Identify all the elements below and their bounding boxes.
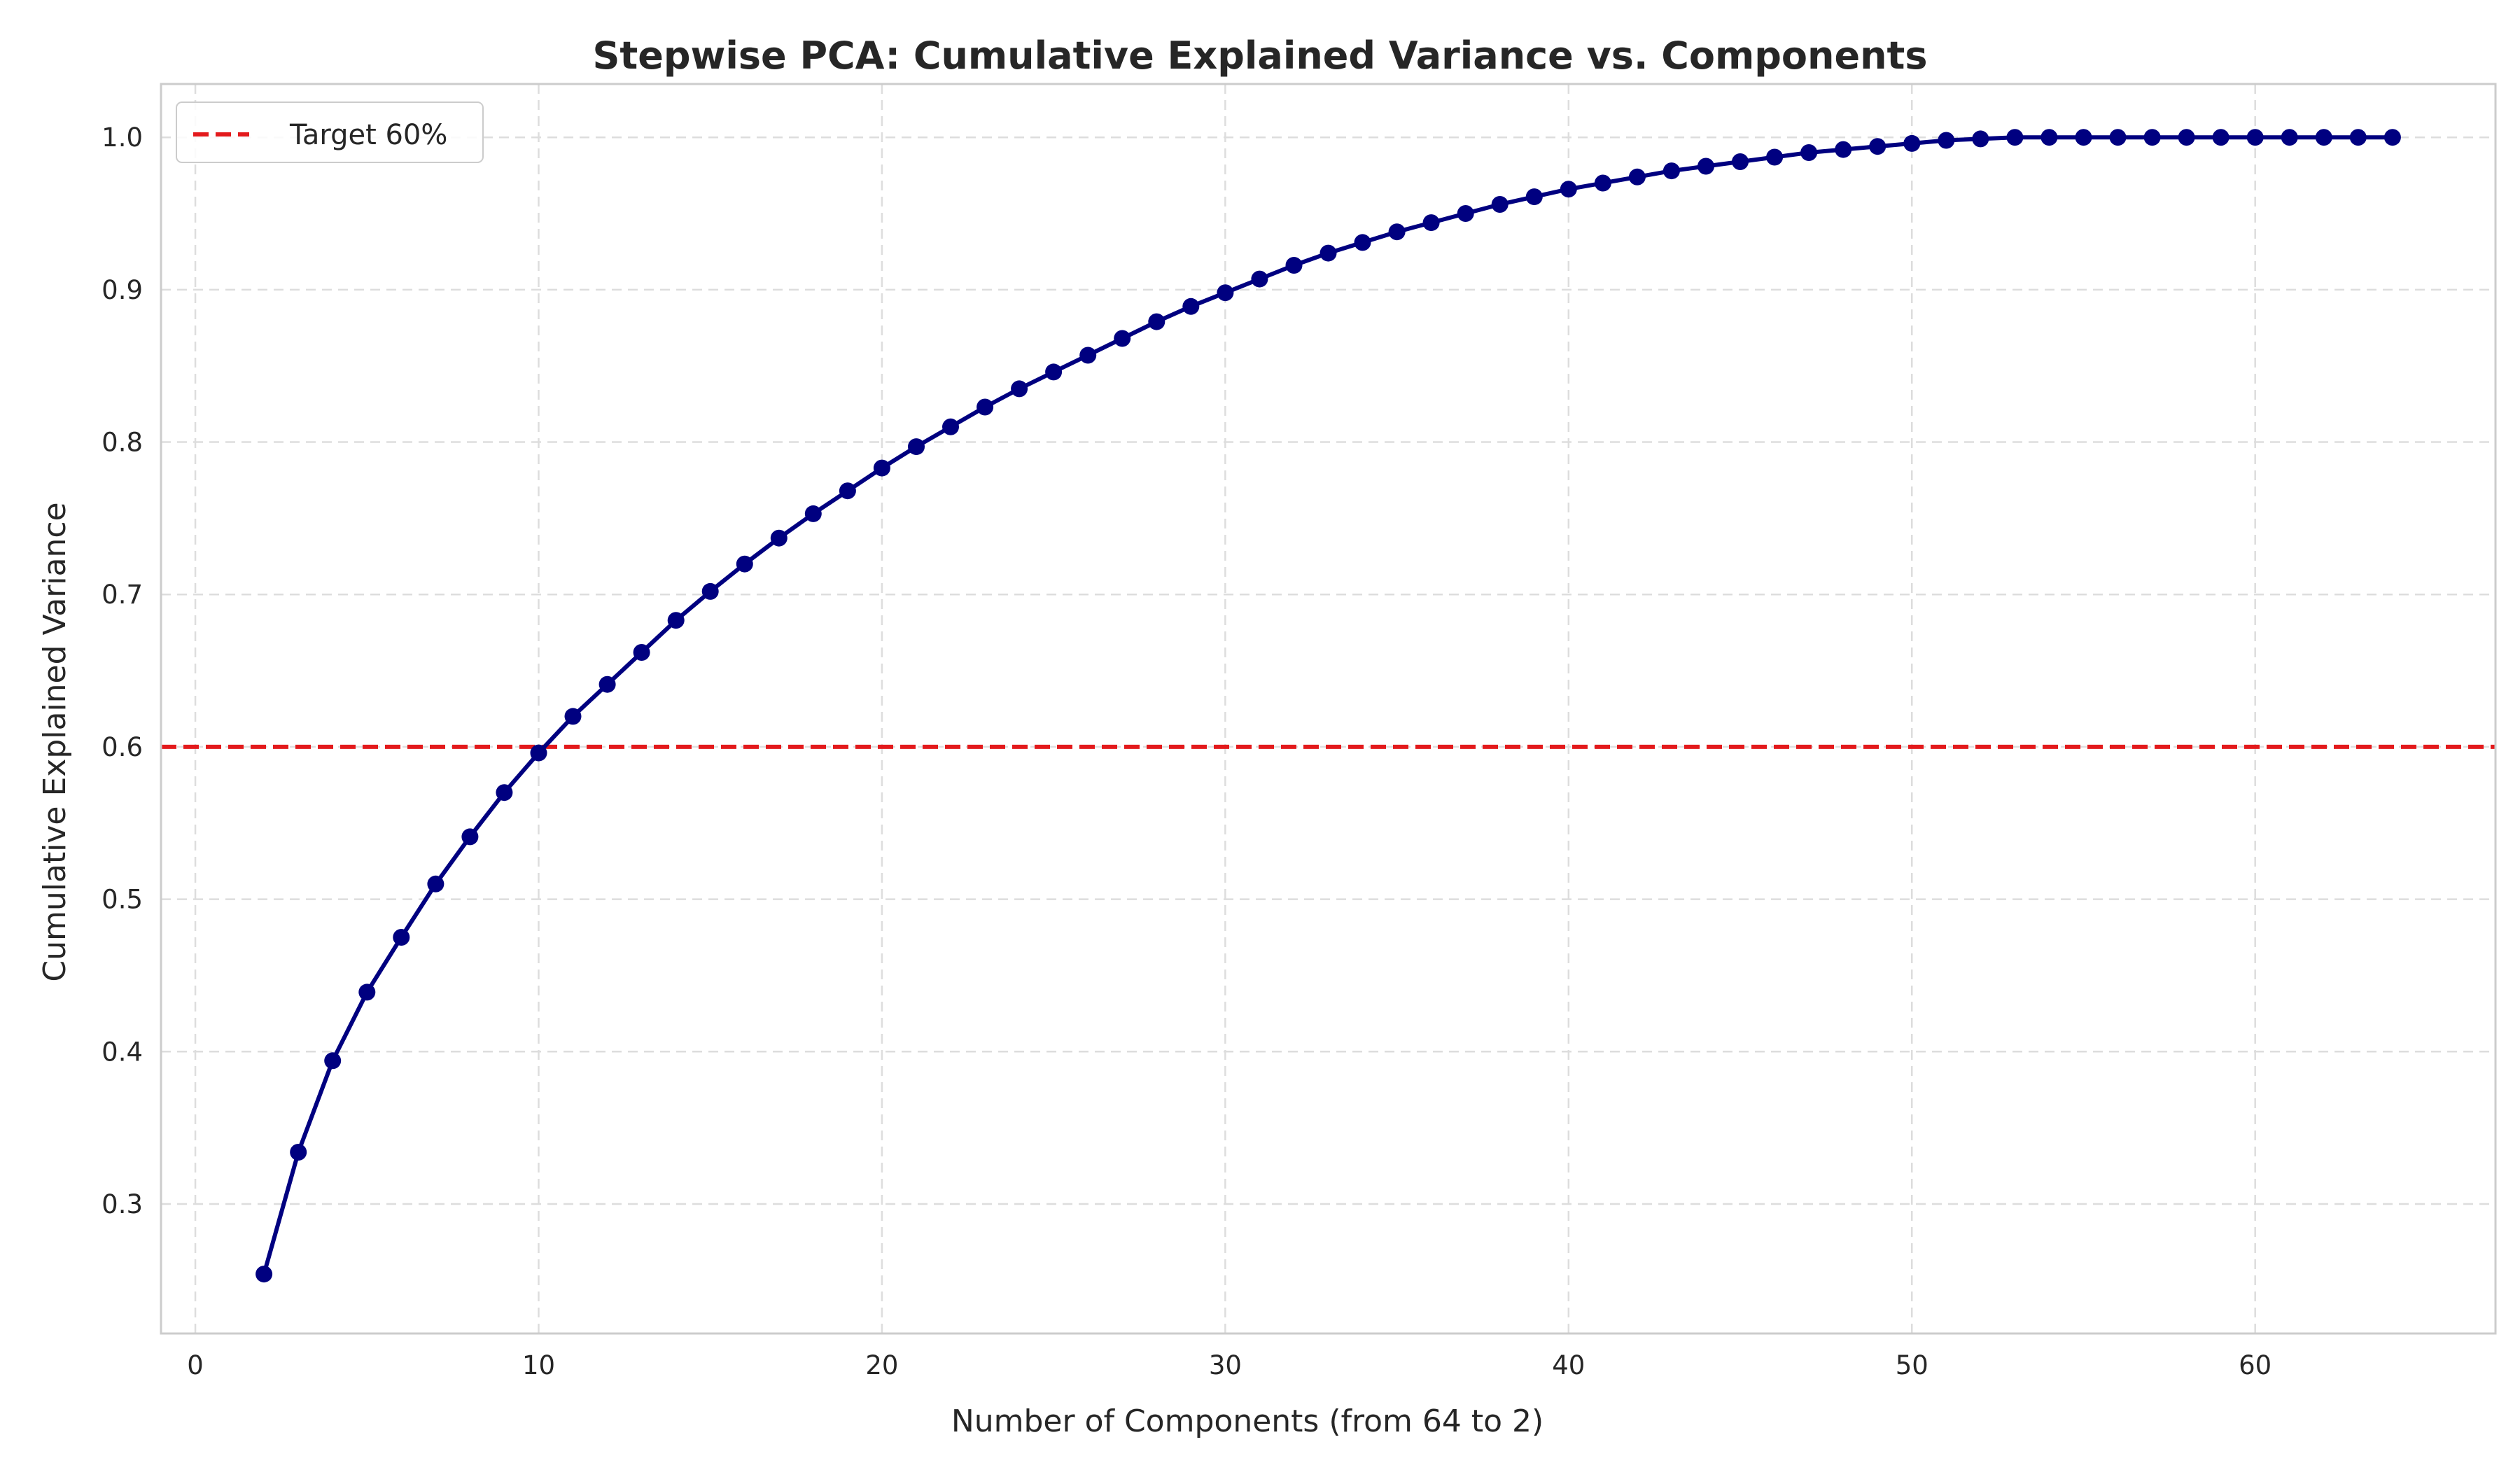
data-point xyxy=(1766,148,1784,166)
data-point xyxy=(1698,158,1714,175)
data-point xyxy=(2315,129,2332,146)
data-point xyxy=(598,676,616,693)
data-point xyxy=(1903,134,1921,152)
legend: Target 60% xyxy=(176,102,484,163)
data-point xyxy=(530,744,547,762)
data-point xyxy=(1800,144,1818,161)
data-point xyxy=(873,459,890,477)
data-point xyxy=(2384,129,2401,146)
data-point xyxy=(2349,129,2367,146)
data-point xyxy=(1628,168,1646,186)
data-point xyxy=(667,612,685,629)
x-tick-label: 50 xyxy=(1896,1350,1928,1380)
data-point xyxy=(1594,174,1611,192)
y-tick-label: 0.4 xyxy=(102,1037,143,1067)
tick-labels: 0 10 20 30 40 50 60 0.3 0.4 0.5 0.6 0.7 0.8 0.9 1.0 xyxy=(102,122,2272,1380)
data-point xyxy=(2246,129,2264,146)
data-point xyxy=(2281,129,2298,146)
data-point xyxy=(2212,129,2230,146)
data-point xyxy=(358,983,376,1001)
data-point xyxy=(496,784,513,802)
data-point xyxy=(2143,129,2161,146)
data-point xyxy=(908,438,925,456)
data-point xyxy=(2040,129,2058,146)
data-point xyxy=(324,1052,342,1070)
data-point xyxy=(839,482,856,500)
series-layer xyxy=(255,129,2401,1283)
y-tick-label: 0.7 xyxy=(102,580,143,610)
y-tick-label: 1.0 xyxy=(102,122,143,153)
data-point xyxy=(1320,244,1337,262)
data-point xyxy=(255,1266,273,1283)
data-point xyxy=(1011,380,1028,398)
data-point xyxy=(633,644,650,661)
data-point xyxy=(1972,130,1989,148)
data-point xyxy=(1560,181,1577,198)
data-point xyxy=(942,418,959,435)
y-tick-label: 0.6 xyxy=(102,732,143,762)
y-tick-label: 0.3 xyxy=(102,1189,143,1219)
x-axis-label: Number of Components (from 64 to 2) xyxy=(951,1404,1544,1439)
data-point xyxy=(393,929,410,946)
data-point xyxy=(1182,298,1200,315)
data-point xyxy=(2075,129,2092,146)
data-point xyxy=(1732,153,1749,170)
data-point xyxy=(1114,330,1131,347)
data-point xyxy=(1388,223,1406,241)
data-point xyxy=(1835,141,1852,158)
x-tick-label: 60 xyxy=(2239,1350,2272,1380)
data-point xyxy=(770,529,788,547)
data-point xyxy=(701,582,719,600)
data-point xyxy=(2178,129,2195,146)
data-point xyxy=(1869,138,1886,155)
data-point xyxy=(1217,284,1234,302)
y-axis-label: Cumulative Explained Variance xyxy=(37,502,73,981)
data-point xyxy=(1354,234,1371,251)
x-tick-label: 0 xyxy=(187,1350,204,1380)
x-tick-label: 40 xyxy=(1552,1350,1585,1380)
y-tick-label: 0.5 xyxy=(102,885,143,915)
data-point xyxy=(976,398,994,416)
y-tick-label: 0.8 xyxy=(102,428,143,458)
y-tick-label: 0.9 xyxy=(102,275,143,305)
data-point xyxy=(1251,270,1268,288)
data-point xyxy=(564,708,582,725)
x-tick-label: 20 xyxy=(865,1350,898,1380)
data-point xyxy=(1079,346,1097,364)
data-point xyxy=(1457,205,1474,222)
data-point xyxy=(1285,257,1303,274)
x-tick-label: 30 xyxy=(1209,1350,1242,1380)
data-point xyxy=(804,505,822,522)
data-point xyxy=(1422,214,1440,232)
data-point xyxy=(2006,129,2024,146)
x-tick-label: 10 xyxy=(522,1350,555,1380)
legend-box xyxy=(176,102,484,163)
data-point xyxy=(1938,132,1955,149)
data-point xyxy=(1045,363,1063,381)
data-point xyxy=(427,875,444,892)
data-point xyxy=(1148,313,1166,330)
plot-frame xyxy=(160,83,2497,1335)
legend-label-target: Target 60% xyxy=(289,119,447,151)
data-point xyxy=(736,555,753,573)
data-point xyxy=(461,828,479,846)
data-point xyxy=(290,1144,307,1161)
data-point xyxy=(1662,162,1680,180)
data-point xyxy=(1525,188,1543,206)
data-point xyxy=(1491,196,1508,213)
data-point xyxy=(2109,129,2127,146)
chart-title: Stepwise PCA: Cumulative Explained Varia… xyxy=(593,34,1928,78)
